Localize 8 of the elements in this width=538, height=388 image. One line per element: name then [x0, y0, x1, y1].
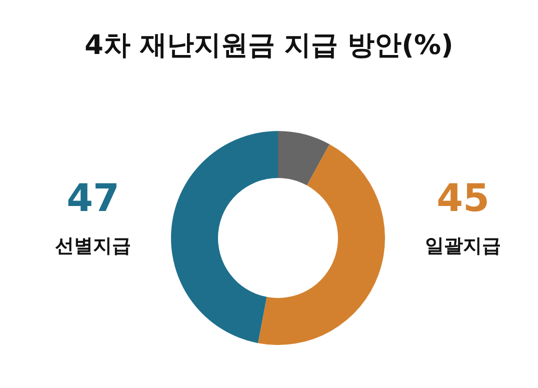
slice-label: 일괄지급: [425, 235, 501, 257]
data-label: 45: [436, 176, 490, 220]
slice-label: 선별지급: [55, 235, 131, 257]
data-label: 47: [66, 176, 120, 220]
donut-slice: [258, 144, 385, 345]
donut-slice: [171, 131, 278, 344]
chart-title: 4차 재난지원금 지급 방안(%): [84, 30, 454, 61]
donut-slice: [278, 131, 330, 186]
